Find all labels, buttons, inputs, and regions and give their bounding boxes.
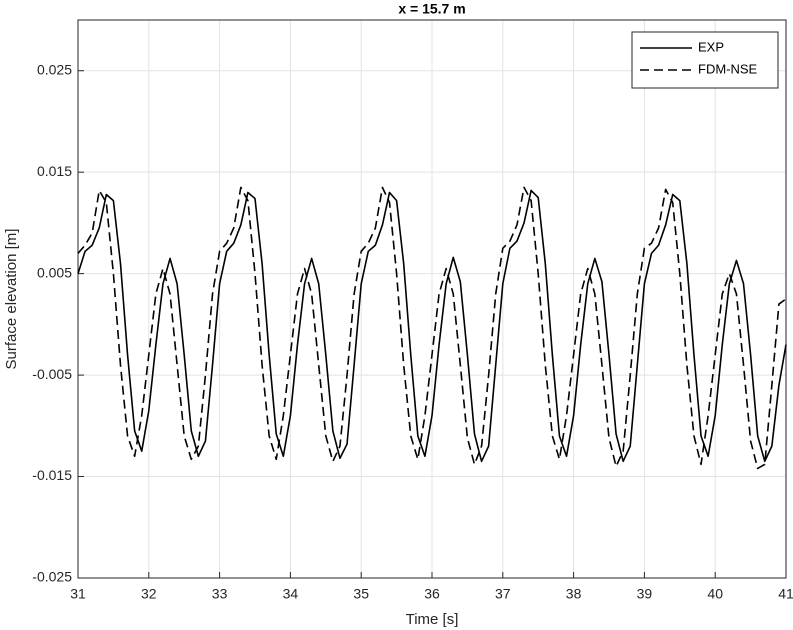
x-tick-label: 35 [353,586,369,602]
y-tick-label: -0.015 [32,467,72,483]
x-tick-label: 33 [212,586,228,602]
x-tick-label: 36 [424,586,440,602]
x-tick-label: 38 [566,586,582,602]
y-axis-label: Surface elevation [m] [3,229,20,370]
y-tick-label: 0.005 [37,264,72,280]
x-tick-label: 32 [141,586,157,602]
plot-frame [77,19,787,579]
legend-box [631,31,779,89]
x-tick-label: 37 [495,586,511,602]
legend-label: FDM-NSE [698,61,758,76]
legend-label: EXP [698,39,724,54]
x-tick-label: 34 [283,586,299,602]
data-line [77,186,787,470]
chart-title: x = 15.7 m [398,1,465,17]
data-line [77,189,787,463]
x-tick-label: 39 [637,586,653,602]
y-tick-label: -0.025 [32,569,72,585]
x-axis-label: Time [s] [406,611,459,628]
x-tick-label: 40 [707,586,723,602]
x-tick-label: 41 [778,586,793,602]
y-tick-label: 0.025 [37,61,72,77]
y-tick-label: -0.005 [32,366,72,382]
x-tick-label: 31 [70,586,86,602]
y-tick-label: 0.015 [37,163,72,179]
